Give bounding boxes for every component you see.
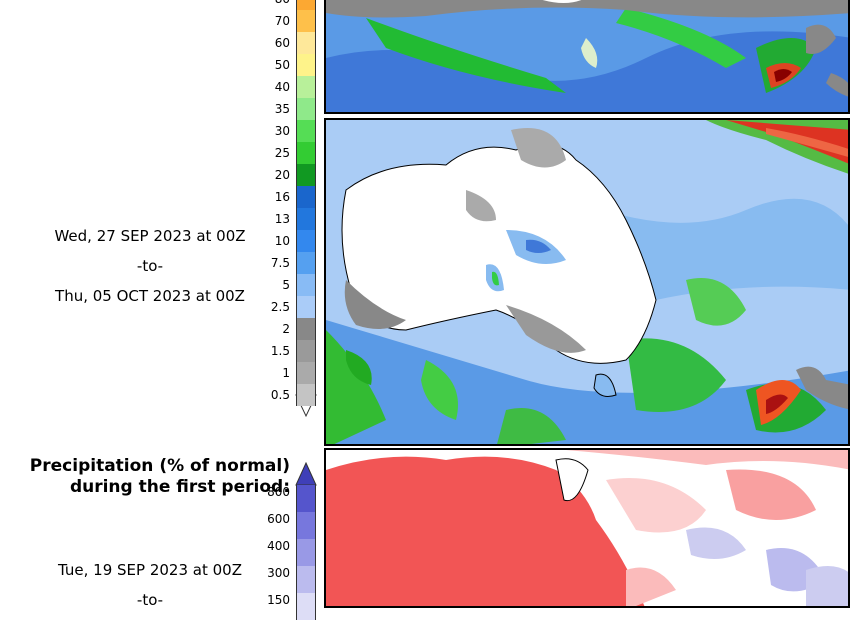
- anomaly-swatch-300: [296, 566, 316, 593]
- precip-swatch-35: [296, 98, 316, 120]
- precip-tick-5: 5: [282, 278, 290, 292]
- precip-swatch-1.5: [296, 340, 316, 362]
- precip-tick-16: 16: [274, 190, 290, 204]
- precip-swatch-30: [296, 120, 316, 142]
- precip-swatch-80: [296, 0, 316, 10]
- precip-swatch-70: [296, 10, 316, 32]
- precip-tick-13: 13: [274, 212, 290, 226]
- first-period-date-from: Tue, 19 SEP 2023 at 00Z: [58, 561, 242, 579]
- precip-tick-1: 1: [282, 366, 290, 380]
- anomaly-tick-300: 300: [267, 566, 290, 580]
- precip-swatch-13: [296, 208, 316, 230]
- precip-swatch-16: [296, 186, 316, 208]
- second-period-date-to: Thu, 05 OCT 2023 at 00Z: [55, 287, 245, 305]
- anomaly-tick-400: 400: [267, 539, 290, 553]
- precip-swatch-2.5: [296, 296, 316, 318]
- precip-swatch-5: [296, 274, 316, 296]
- precip-tick-10: 10: [274, 234, 290, 248]
- map-panel-first-period: [324, 0, 850, 114]
- second-period-to-text: -to-: [136, 257, 164, 275]
- precip-tick-2.5: 2.5: [270, 300, 290, 314]
- precip-tick-70: 70: [274, 14, 290, 28]
- anomaly-swatch-400: [296, 539, 316, 566]
- anomaly-swatch-600: [296, 512, 316, 539]
- precip-tick-1.5: 1.5: [270, 344, 290, 358]
- anomaly-title-line2: during the first period:: [69, 477, 290, 497]
- precip-swatch-7.5: [296, 252, 316, 274]
- precip-swatch-2: [296, 318, 316, 340]
- precip-tick-35: 35: [274, 102, 290, 116]
- precip-swatch-1: [296, 362, 316, 384]
- precip-tick-7.5: 7.5: [270, 256, 290, 270]
- precip-tick-0.5: 0.5: [270, 388, 290, 402]
- precip-tick-30: 30: [274, 124, 290, 138]
- anomaly-swatch-150: [296, 593, 316, 620]
- precip-swatch-60: [296, 32, 316, 54]
- scale-arrow-up-icon: [295, 462, 317, 486]
- anomaly-tick-150: 150: [267, 593, 290, 607]
- precip-tick-50: 50: [274, 58, 290, 72]
- precip-tick-60: 60: [274, 36, 290, 50]
- anomaly-swatch-800: [296, 485, 316, 512]
- precip-tick-80: 80: [250, 0, 290, 6]
- precip-tick-40: 40: [274, 80, 290, 94]
- precip-tick-2: 2: [282, 322, 290, 336]
- precip-swatch-50: [296, 54, 316, 76]
- second-period-date-from: Wed, 27 SEP 2023 at 00Z: [54, 227, 246, 245]
- map-panel-anomaly: [324, 448, 850, 608]
- precip-swatch-20: [296, 164, 316, 186]
- precip-swatch-40: [296, 76, 316, 98]
- precip-tick-25: 25: [274, 146, 290, 160]
- precip-tick-20: 20: [274, 168, 290, 182]
- map-panel-second-period: [324, 118, 850, 446]
- anomaly-title-line1: Precipitation (% of normal): [29, 456, 290, 476]
- anomaly-tick-600: 600: [267, 512, 290, 526]
- precip-swatch-25: [296, 142, 316, 164]
- precip-swatch-0.5: [296, 384, 316, 406]
- anomaly-tick-800: 800: [267, 485, 290, 499]
- precip-swatch-10: [296, 230, 316, 252]
